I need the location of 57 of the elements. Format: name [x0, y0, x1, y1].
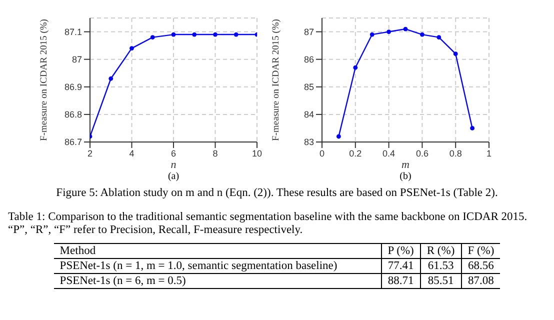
text: Method	[58, 244, 97, 258]
y-tick-label: 86	[304, 54, 314, 65]
x-axis-title: m	[402, 159, 410, 171]
point	[420, 32, 424, 37]
point	[108, 76, 114, 81]
x-tick-label: 0.6	[416, 148, 428, 158]
y-tick-label: 87	[72, 54, 82, 65]
data-label: 77.41	[381, 258, 420, 274]
y-tick-label: 86.9	[64, 82, 82, 92]
text: R (%)	[420, 244, 462, 258]
y-axis-title: F-measure on ICDAR 2015 (%)	[39, 19, 50, 141]
x-tick-label: 10	[252, 148, 262, 158]
point	[353, 65, 358, 70]
point	[192, 32, 197, 37]
data-label: 68.56	[461, 258, 500, 274]
caption: Figure 5: Ablation study on m and n (Eqn. (2)). These results are based on PSENet-1s (Table 2).	[55, 187, 499, 199]
data-label: 61.53	[420, 258, 462, 274]
y-tick-label: 84	[304, 110, 314, 120]
data-label: 85.51	[420, 274, 462, 288]
text: P (%)	[381, 244, 420, 258]
point	[213, 32, 218, 37]
point	[436, 35, 442, 40]
point	[171, 32, 176, 37]
text: (a)	[166, 171, 180, 182]
point	[370, 32, 374, 37]
x-axis-title: n	[170, 159, 177, 171]
point	[336, 134, 341, 139]
data-label: 88.71	[381, 274, 420, 288]
data-label: 87.08	[461, 274, 500, 288]
x-tick-label: 2	[87, 148, 93, 158]
category-label: PSENet-1s (n = 6, m = 0.5)	[58, 274, 187, 288]
text: Table 1: Comparison to the traditional semantic segmentation baseline with the same backbone on ICDAR 2015. “P”, “R”, “F” refer to Precision, Recall, F-measure respectively.	[8, 211, 528, 237]
x-tick-label: 0.4	[382, 148, 396, 158]
x-tick-label: 8	[212, 148, 218, 158]
y-tick-label: 87	[304, 26, 314, 37]
x-tick-label: 0	[319, 148, 325, 158]
point	[453, 52, 458, 56]
x-tick-label: 6	[170, 148, 176, 158]
y-tick-label: 85	[304, 82, 314, 92]
category-label: PSENet-1s (n = 1, m = 1.0, semantic segmentation baseline)	[58, 259, 338, 274]
x-tick-label: 0.2	[349, 148, 362, 158]
y-axis-title: F-measure on ICDAR 2015 (%)	[271, 19, 282, 141]
y-tick-label: 83	[304, 137, 314, 148]
x-tick-label: 0.8	[449, 148, 462, 158]
y-tick-label: 87.1	[64, 26, 82, 37]
point	[130, 46, 134, 51]
point	[386, 30, 391, 34]
text: F (%)	[461, 244, 500, 258]
x-tick-label: 1	[486, 148, 492, 158]
y-tick-label: 86.7	[64, 137, 82, 148]
point	[234, 32, 238, 37]
y-tick-label: 86.8	[64, 110, 82, 120]
x-tick-label: 4	[129, 148, 134, 158]
point	[403, 26, 408, 32]
point	[470, 126, 474, 130]
point	[150, 35, 155, 40]
text: (b)	[398, 171, 412, 182]
